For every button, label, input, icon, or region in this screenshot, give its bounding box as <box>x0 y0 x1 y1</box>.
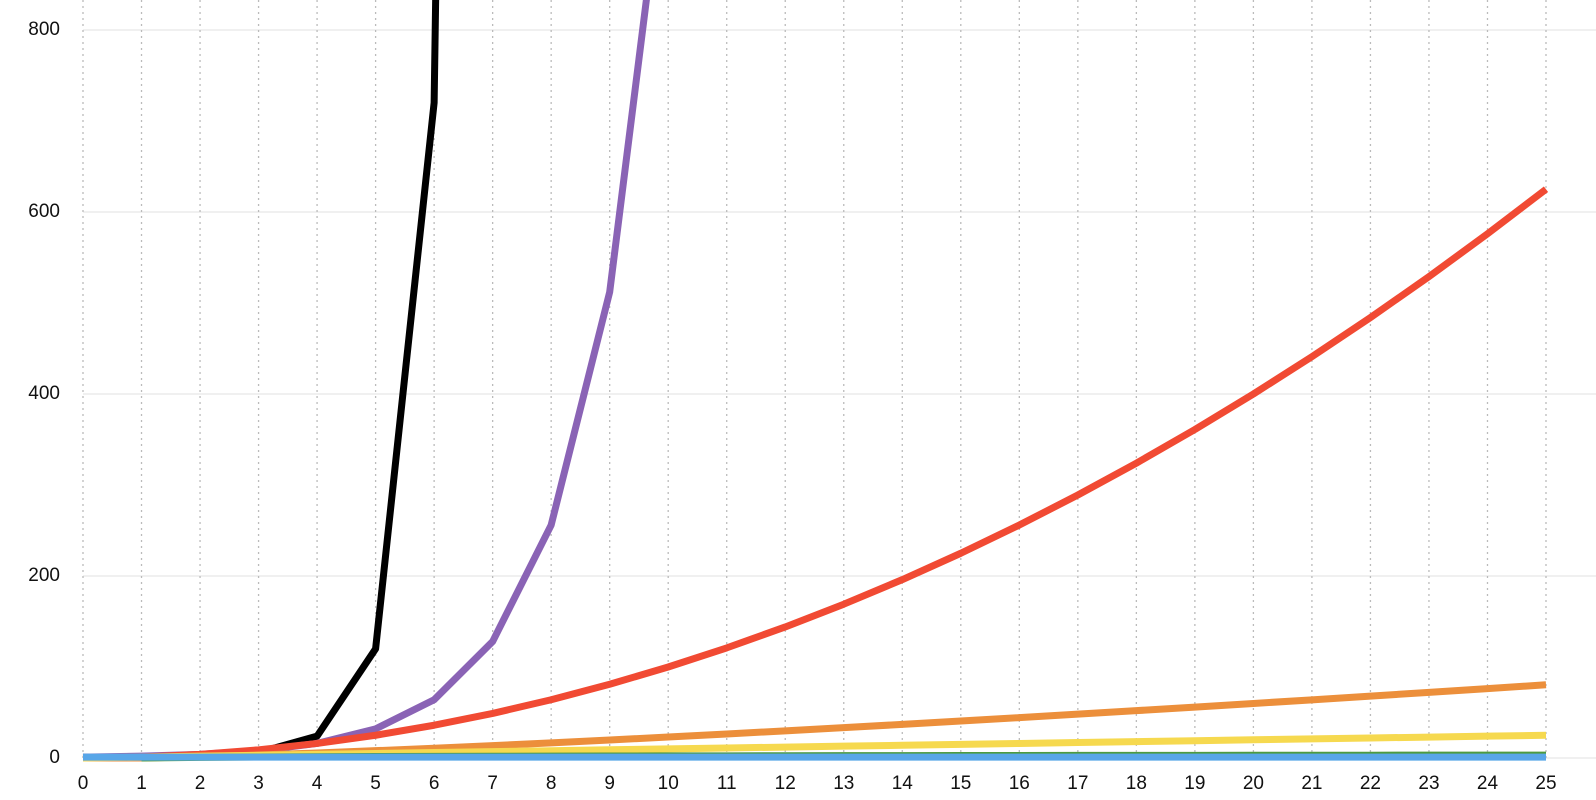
x-tick-label: 10 <box>658 773 679 794</box>
x-tick-label: 22 <box>1360 773 1381 794</box>
x-tick-label: 20 <box>1243 773 1264 794</box>
x-tick-label: 6 <box>429 773 440 794</box>
x-tick-label: 18 <box>1126 773 1147 794</box>
x-tick-label: 8 <box>546 773 557 794</box>
series-line <box>82 186 1549 762</box>
series-line <box>83 0 440 761</box>
x-tick-label: 23 <box>1418 773 1439 794</box>
y-tick-label: 400 <box>28 383 60 404</box>
x-tick-label: 24 <box>1477 773 1499 794</box>
y-tick-label: 800 <box>28 19 60 40</box>
x-tick-label: 12 <box>775 773 796 794</box>
x-tick-label: 25 <box>1535 773 1556 794</box>
x-tick-label: 13 <box>833 773 854 794</box>
x-tick-label: 2 <box>195 773 206 794</box>
grid <box>82 0 1596 759</box>
x-tick-label: 16 <box>1009 773 1030 794</box>
lines <box>82 0 1549 762</box>
x-tick-label: 5 <box>370 773 381 794</box>
x-tick-label: 7 <box>487 773 498 794</box>
y-tick-label: 600 <box>28 201 60 222</box>
y-tick-label: 0 <box>49 747 60 768</box>
x-tick-label: 19 <box>1184 773 1205 794</box>
x-tick-label: 4 <box>312 773 323 794</box>
x-tick-label: 21 <box>1301 773 1322 794</box>
x-tick-label: 9 <box>604 773 615 794</box>
x-tick-label: 1 <box>136 773 147 794</box>
y-tick-label: 200 <box>28 565 60 586</box>
x-tick-label: 3 <box>253 773 264 794</box>
x-tick-label: 15 <box>950 773 971 794</box>
x-tick-label: 17 <box>1067 773 1088 794</box>
x-tick-label: 11 <box>717 773 737 794</box>
x-tick-label: 0 <box>78 773 89 794</box>
x-tick-label: 14 <box>892 773 914 794</box>
